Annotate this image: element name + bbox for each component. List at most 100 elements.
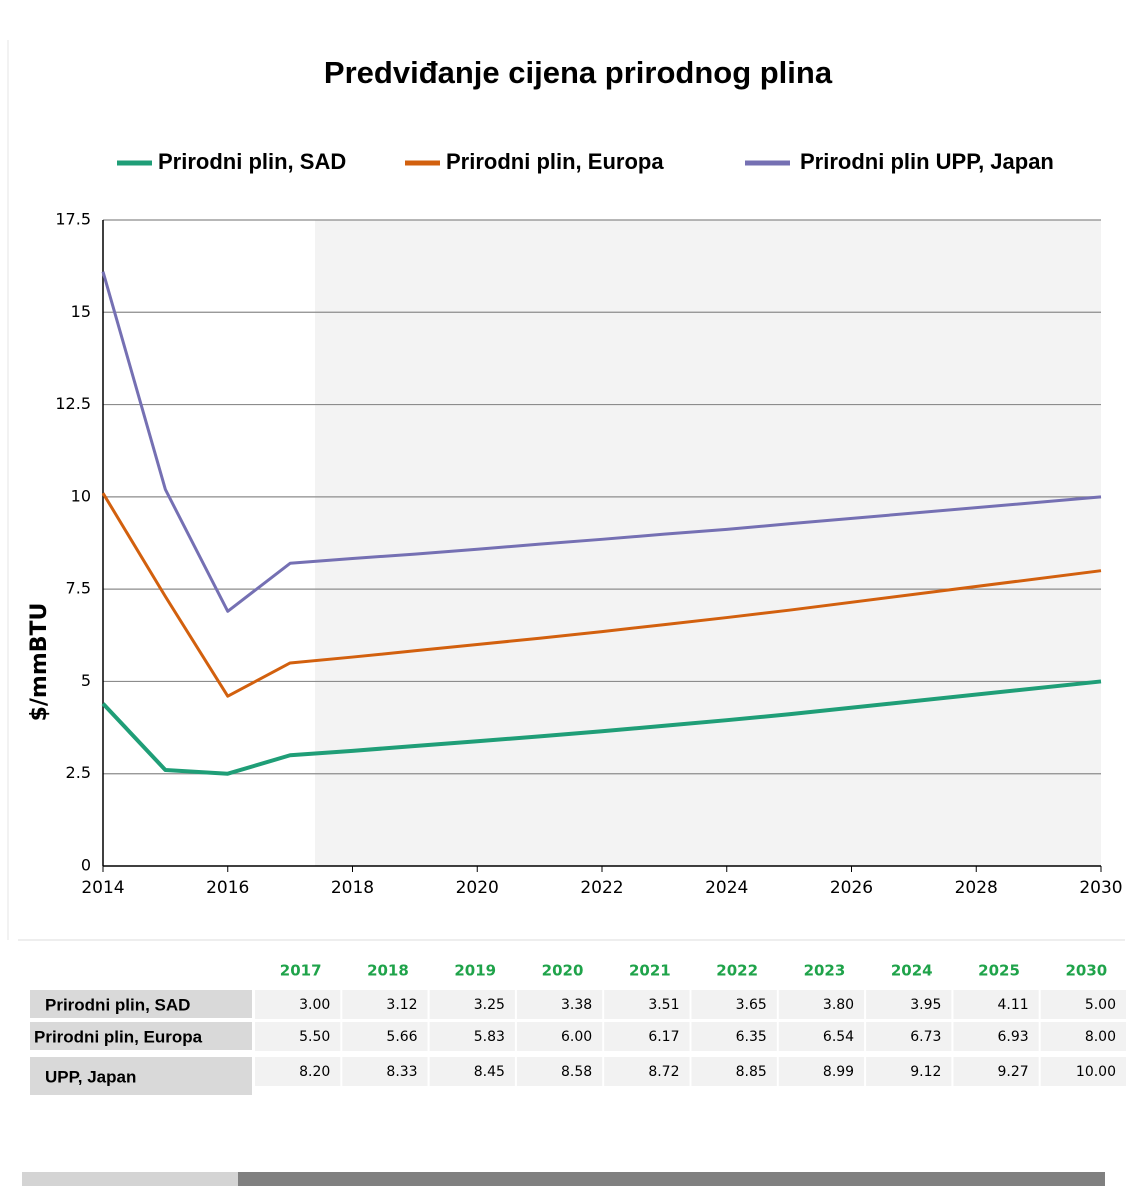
y-tick-label: 12.5 [55, 394, 91, 413]
table-header: 2023 [804, 962, 846, 980]
y-tick-label: 5 [81, 671, 91, 690]
x-tick-label: 2024 [705, 878, 748, 898]
table-value: 3.00 [299, 997, 330, 1013]
y-tick-label: 10 [71, 486, 91, 505]
x-tick-label: 2020 [456, 878, 499, 898]
table-value: 3.65 [736, 997, 767, 1013]
y-tick-label: 7.5 [66, 579, 91, 598]
table-cell [953, 990, 1039, 1019]
x-tick-label: 2022 [580, 878, 623, 898]
table-cell [255, 990, 341, 1019]
row-label: UPP, Japan [45, 1067, 136, 1086]
table-cell [866, 1057, 952, 1086]
y-tick-label: 0 [81, 856, 91, 875]
table-cell [516, 1022, 603, 1051]
table-value: 8.99 [823, 1064, 854, 1080]
table-cell [1040, 1022, 1126, 1051]
table-header: 2030 [1065, 962, 1107, 980]
y-tick-label: 15 [71, 302, 91, 321]
table-header: 2022 [716, 962, 758, 980]
table-value: 6.35 [736, 1029, 767, 1045]
y-axis-label: $/mmBTU [27, 603, 52, 722]
table-cell [342, 990, 428, 1019]
table-value: 8.72 [648, 1064, 679, 1080]
table-header: 2020 [542, 962, 584, 980]
legend-label: Prirodni plin, Europa [446, 149, 664, 174]
table-header: 2019 [454, 962, 496, 980]
series-line [101, 679, 1102, 776]
table-header: 2024 [891, 962, 933, 980]
table-value: 3.38 [561, 997, 592, 1013]
y-tick-label: 2.5 [66, 763, 91, 782]
table-cell [604, 990, 690, 1019]
table-value: 8.45 [474, 1064, 505, 1080]
row-label: Prirodni plin, Europa [34, 1027, 203, 1046]
table-cell [604, 1057, 690, 1086]
table-cell [778, 1022, 865, 1051]
table-cell [516, 990, 603, 1019]
x-tick-label: 2030 [1079, 878, 1122, 898]
table-cell [255, 1057, 341, 1086]
forecast-region [315, 220, 1101, 866]
scrollbar-thumb[interactable] [238, 1172, 1105, 1186]
table-cell [691, 990, 777, 1019]
table-cell [604, 1022, 690, 1051]
table-value: 8.20 [299, 1064, 330, 1080]
table-value: 10.00 [1076, 1064, 1116, 1080]
table-value: 6.17 [648, 1029, 679, 1045]
table-value: 3.51 [648, 997, 679, 1013]
table-cell [429, 1022, 515, 1051]
table-cell [953, 1022, 1039, 1051]
table-value: 6.00 [561, 1029, 592, 1045]
table-cell [691, 1057, 777, 1086]
table-cell [778, 990, 865, 1019]
table-value: 5.50 [299, 1029, 330, 1045]
table-value: 6.73 [910, 1029, 941, 1045]
table-value: 5.66 [386, 1029, 417, 1045]
table-cell [342, 1022, 428, 1051]
table-value: 8.00 [1085, 1029, 1116, 1045]
table-value: 4.11 [998, 997, 1029, 1013]
x-tick-label: 2016 [206, 878, 249, 898]
legend-label: Prirodni plin UPP, Japan [800, 149, 1054, 174]
table-header: 2018 [367, 962, 409, 980]
table-value: 9.12 [910, 1064, 941, 1080]
table-cell [866, 1022, 952, 1051]
row-label-cell [30, 1057, 252, 1095]
table-value: 3.95 [910, 997, 941, 1013]
table-cell [1040, 1057, 1126, 1086]
table-cell [953, 1057, 1039, 1086]
scrollbar-track[interactable] [22, 1172, 238, 1186]
table-value: 5.00 [1085, 997, 1116, 1013]
table-value: 6.54 [823, 1029, 854, 1045]
table-cell [342, 1057, 428, 1086]
series-line [101, 492, 1102, 698]
legend-label: Prirodni plin, SAD [158, 149, 346, 174]
row-label-cell [30, 1022, 252, 1050]
table-value: 8.85 [736, 1064, 767, 1080]
row-label: Prirodni plin, SAD [45, 995, 190, 1014]
table-cell [429, 990, 515, 1019]
table-value: 3.12 [386, 997, 417, 1013]
y-tick-label: 17.5 [55, 210, 91, 229]
series-line [101, 271, 1102, 613]
table-header: 2021 [629, 962, 671, 980]
table-cell [429, 1057, 515, 1086]
table-value: 9.27 [998, 1064, 1029, 1080]
table-cell [516, 1057, 603, 1086]
table-cell [1040, 990, 1126, 1019]
table-value: 3.80 [823, 997, 854, 1013]
table-cell [778, 1057, 865, 1086]
x-tick-label: 2028 [955, 878, 998, 898]
table-value: 3.25 [474, 997, 505, 1013]
table-value: 6.93 [998, 1029, 1029, 1045]
table-cell [255, 1022, 341, 1051]
x-tick-label: 2014 [81, 878, 124, 898]
table-header: 2025 [978, 962, 1020, 980]
x-tick-label: 2026 [830, 878, 873, 898]
row-label-cell [30, 990, 252, 1018]
table-value: 8.58 [561, 1064, 592, 1080]
table-cell [691, 1022, 777, 1051]
chart-title: Predviđanje cijena prirodnog plina [324, 55, 833, 90]
